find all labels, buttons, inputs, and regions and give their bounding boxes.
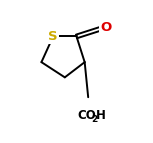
Text: S: S	[48, 30, 58, 43]
Text: O: O	[100, 21, 111, 34]
Text: H: H	[96, 109, 106, 122]
Text: 2: 2	[91, 116, 97, 125]
Text: CO: CO	[78, 109, 96, 122]
